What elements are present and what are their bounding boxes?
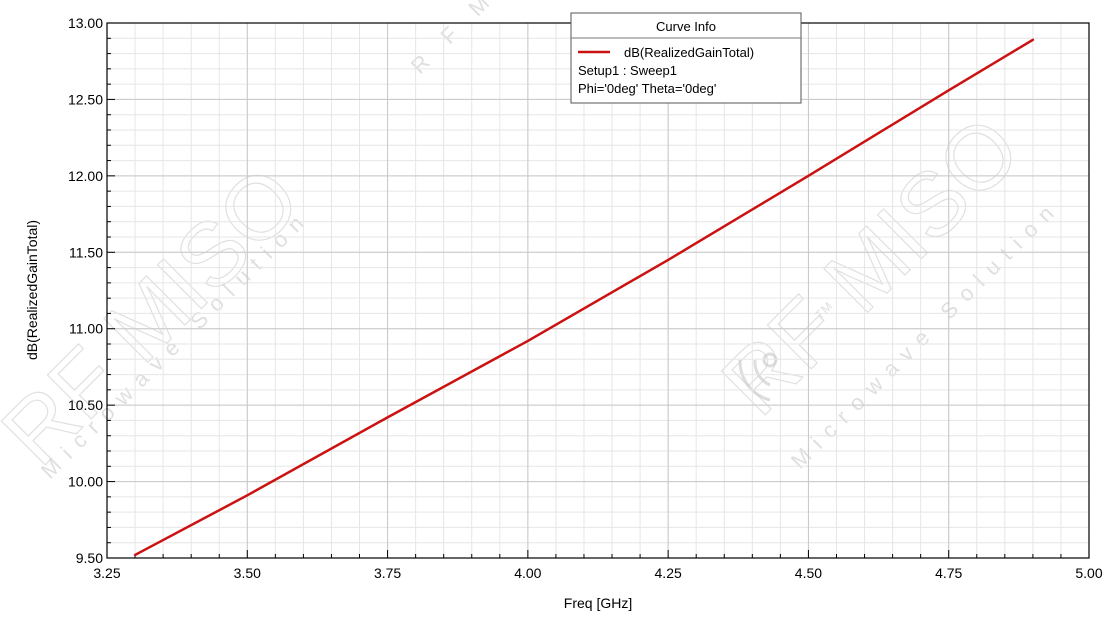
series-point bbox=[134, 554, 136, 556]
x-tick-label: 4.00 bbox=[514, 565, 541, 581]
y-tick-label: 11.50 bbox=[69, 244, 103, 260]
x-tick-labels: 3.25 3.50 3.75 4.00 4.25 4.50 4.75 5.00 bbox=[93, 565, 1102, 581]
series-point bbox=[386, 416, 389, 419]
series-point bbox=[947, 89, 950, 92]
legend-series-name: dB(RealizedGainTotal) bbox=[624, 45, 754, 60]
watermark-short-top: R F M bbox=[406, 0, 501, 79]
series-point bbox=[667, 259, 669, 261]
watermark-logo: RF MISO Microwave Solution RF MISO Micro… bbox=[0, 0, 1066, 485]
wifi-logo-icon bbox=[738, 352, 778, 402]
y-tick-labels: 9.50 10.00 10.50 11.00 11.50 12.00 12.50 13.00 bbox=[68, 15, 103, 566]
y-tick-label: 12.50 bbox=[68, 91, 103, 107]
watermark-brand-left: RF MISO bbox=[0, 148, 319, 484]
series-point bbox=[246, 494, 249, 497]
y-tick-label: 11.00 bbox=[69, 321, 103, 337]
y-tick-label: 10.50 bbox=[68, 397, 103, 413]
x-tick-label: 3.75 bbox=[374, 565, 401, 581]
x-tick-label: 4.50 bbox=[795, 565, 822, 581]
x-tick-label: 3.50 bbox=[234, 565, 261, 581]
series-point bbox=[527, 340, 529, 342]
legend-title: Curve Info bbox=[656, 19, 716, 34]
x-tick-label: 4.75 bbox=[935, 565, 962, 581]
series-point bbox=[807, 175, 810, 177]
legend-setup-line: Setup1 : Sweep1 bbox=[578, 63, 677, 78]
series-layer bbox=[133, 38, 1035, 557]
legend-box bbox=[570, 12, 802, 104]
y-tick-label: 13.00 bbox=[68, 15, 103, 31]
y-tick-label: 10.00 bbox=[68, 474, 103, 490]
x-tick-label: 4.25 bbox=[655, 565, 682, 581]
y-axis-title: dB(RealizedGainTotal) bbox=[24, 220, 40, 360]
legend-angle-line: Phi='0deg' Theta='0deg' bbox=[578, 81, 716, 96]
series-line-0 bbox=[133, 38, 1035, 557]
y-tick-label: 12.00 bbox=[68, 168, 103, 184]
legend: Curve Info dB(RealizedGainTotal) Setup1 … bbox=[570, 12, 802, 104]
x-tick-label: 3.25 bbox=[93, 565, 120, 581]
y-tick-label: 9.50 bbox=[76, 550, 103, 566]
series-point bbox=[1032, 39, 1034, 41]
x-tick-label: 5.00 bbox=[1075, 565, 1102, 581]
x-axis-title: Freq [GHz] bbox=[564, 595, 632, 611]
tick-marks bbox=[106, 22, 1090, 559]
